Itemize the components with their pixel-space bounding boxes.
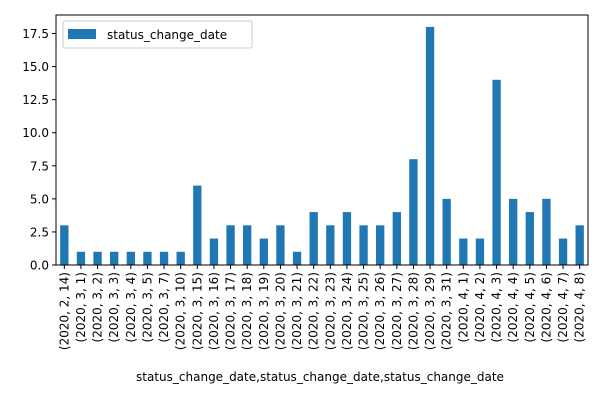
x-tick-label-16: (2020, 3, 23) (323, 272, 337, 350)
axes-frame (55, 14, 589, 266)
bar-1 (76, 251, 86, 265)
y-tick-label-3: 7.5 (30, 159, 49, 173)
bar-16 (326, 225, 335, 265)
x-tick-label-24: (2020, 4, 1) (456, 272, 470, 342)
bar-0 (60, 225, 69, 265)
bar-10 (226, 225, 235, 265)
x-tick-label-14: (2020, 3, 21) (290, 272, 304, 350)
x-tick-label-18: (2020, 3, 25) (357, 272, 371, 350)
x-tick-label-11: (2020, 3, 18) (240, 272, 254, 350)
x-tick-label-1: (2020, 3, 1) (74, 272, 88, 342)
bar-6 (159, 251, 169, 265)
x-tick-label-15: (2020, 3, 22) (307, 272, 321, 350)
legend-swatch (68, 29, 96, 39)
bar-24 (459, 238, 468, 265)
y-tick-label-2: 5.0 (30, 192, 49, 206)
x-tick-label-22: (2020, 3, 29) (423, 272, 437, 350)
x-tick-label-9: (2020, 3, 16) (207, 272, 221, 350)
bar-25 (475, 238, 485, 265)
x-tick-label-7: (2020, 3, 10) (174, 272, 188, 350)
bar-5 (143, 251, 152, 265)
x-tick-label-13: (2020, 3, 20) (273, 272, 287, 350)
bar-7 (176, 251, 185, 265)
y-tick-label-7: 17.5 (22, 27, 49, 41)
bar-22 (425, 26, 435, 266)
legend-box (62, 20, 253, 49)
x-tick-label-25: (2020, 4, 2) (473, 272, 487, 342)
bar-21 (409, 159, 418, 265)
legend: status_change_date (62, 20, 253, 49)
bar-13 (276, 225, 285, 265)
bar-19 (376, 225, 385, 265)
x-axis: (2020, 2, 14) (2020, 3, 1) (2020, 3, 2) (20… (57, 265, 587, 350)
y-tick-label-4: 10.0 (22, 126, 49, 140)
bars (60, 26, 584, 266)
bar-29 (542, 198, 551, 265)
bar-8 (193, 185, 202, 265)
bar-18 (359, 225, 368, 265)
x-tick-label-30: (2020, 4, 7) (556, 272, 570, 342)
bar-11 (243, 225, 252, 265)
x-tick-label-27: (2020, 4, 4) (506, 272, 520, 342)
y-tick-label-0: 0.0 (30, 259, 49, 273)
bar-28 (525, 212, 534, 265)
y-axis: 0.0 2.5 5.0 7.5 10.0 12.5 15.0 17.5 (22, 27, 56, 273)
y-tick-label-1: 2.5 (30, 225, 49, 239)
bar-12 (259, 238, 268, 265)
bar-26 (492, 79, 501, 265)
y-tick-label-6: 15.0 (22, 60, 49, 74)
bar-4 (126, 251, 135, 265)
bar-20 (392, 212, 401, 265)
x-tick-label-3: (2020, 3, 3) (107, 272, 121, 342)
x-tick-label-12: (2020, 3, 19) (257, 272, 271, 350)
x-tick-label-19: (2020, 3, 26) (373, 272, 387, 350)
legend-label: status_change_date (107, 28, 227, 42)
bar-2 (93, 251, 102, 265)
x-tick-label-5: (2020, 3, 5) (140, 272, 154, 342)
bar-3 (110, 251, 119, 265)
bar-27 (509, 198, 518, 265)
bar-30 (558, 238, 568, 265)
x-axis-label: status_change_date,status_change_date,st… (136, 370, 504, 384)
x-tick-label-0: (2020, 2, 14) (57, 272, 71, 350)
x-tick-label-8: (2020, 3, 15) (190, 272, 204, 350)
x-tick-label-10: (2020, 3, 17) (224, 272, 238, 350)
bar-31 (575, 225, 584, 265)
x-tick-label-21: (2020, 3, 28) (406, 272, 420, 350)
x-tick-label-31: (2020, 4, 8) (573, 272, 587, 342)
bar-15 (309, 212, 318, 265)
x-tick-label-4: (2020, 3, 4) (124, 272, 138, 342)
x-tick-label-26: (2020, 4, 3) (490, 272, 504, 342)
x-tick-label-6: (2020, 3, 7) (157, 272, 171, 342)
bar-17 (342, 212, 352, 265)
bar-23 (442, 198, 451, 265)
y-tick-label-5: 12.5 (22, 93, 49, 107)
x-tick-label-2: (2020, 3, 2) (91, 272, 105, 342)
x-tick-label-20: (2020, 3, 27) (390, 272, 404, 350)
x-tick-label-17: (2020, 3, 24) (340, 272, 354, 350)
x-tick-label-28: (2020, 4, 5) (523, 272, 537, 342)
x-tick-label-23: (2020, 3, 31) (440, 272, 454, 350)
bar-14 (292, 251, 302, 265)
bar-9 (209, 238, 219, 265)
x-tick-label-29: (2020, 4, 6) (539, 272, 553, 342)
